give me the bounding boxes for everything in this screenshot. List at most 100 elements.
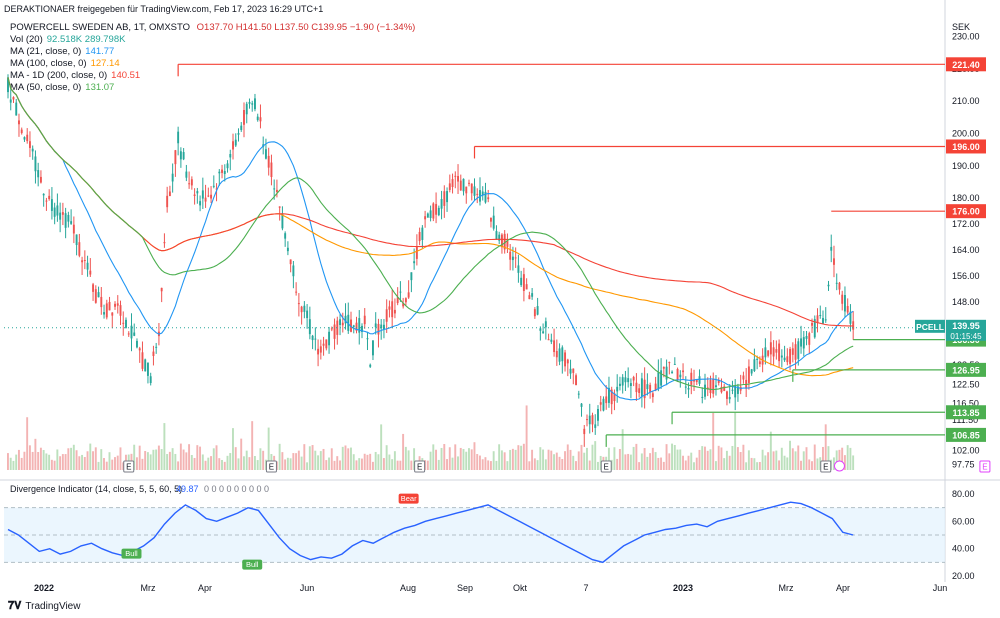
volume-bar bbox=[714, 461, 717, 470]
tradingview-logo-icon[interactable]: 𝟕𝐕 bbox=[8, 600, 22, 612]
candle-body bbox=[498, 234, 501, 241]
legend-ma100-row[interactable]: MA (100, close, 0) 127.14 bbox=[10, 58, 415, 70]
candle-body bbox=[835, 282, 838, 284]
legend-symbol-row[interactable]: POWERCELL SWEDEN AB, 1T, OMXSTO O137.70 … bbox=[10, 22, 415, 34]
candle bbox=[229, 149, 232, 171]
share-header: DERAKTIONAER freigegeben für TradingView… bbox=[4, 4, 324, 14]
candle bbox=[264, 138, 267, 160]
volume-bar bbox=[484, 457, 487, 470]
candle-body bbox=[179, 151, 182, 160]
candle-body bbox=[528, 295, 531, 300]
legend-vol-row[interactable]: Vol (20) 92.518K 289.798K bbox=[10, 34, 415, 46]
volume-bar bbox=[816, 458, 819, 470]
candle-body bbox=[591, 415, 594, 425]
candle-body bbox=[64, 213, 67, 228]
divergence-indicator-pane[interactable]: 20.00 40.00 60.00 80.00 Divergence Indicator… bbox=[0, 482, 1000, 582]
candle-body bbox=[822, 317, 824, 324]
volume-bar bbox=[575, 461, 577, 470]
candle-body bbox=[569, 368, 572, 374]
volume-bar bbox=[506, 461, 509, 470]
time-tick-label: 2023 bbox=[673, 583, 693, 593]
candle-body bbox=[377, 323, 380, 335]
candle bbox=[234, 133, 237, 147]
candle bbox=[822, 310, 824, 324]
candle-body bbox=[649, 384, 652, 393]
candle bbox=[221, 164, 224, 179]
candle bbox=[382, 319, 385, 339]
legend-label: MA (100, close, 0) bbox=[10, 58, 87, 69]
candle bbox=[635, 373, 638, 401]
candle-body bbox=[369, 364, 372, 367]
candle-body bbox=[193, 194, 196, 196]
candle-body bbox=[511, 256, 514, 261]
volume-bar bbox=[517, 445, 520, 470]
candle-body bbox=[846, 306, 849, 313]
legend-ma21-row[interactable]: MA (21, close, 0) 141.77 bbox=[10, 46, 415, 58]
candle-body bbox=[350, 319, 352, 332]
volume-bar bbox=[761, 449, 764, 470]
time-axis[interactable]: 2022 Mrz Apr Jun Aug Sep Okt 7 2023 Mrz Apr Jun bbox=[0, 579, 1000, 597]
volume-bar bbox=[657, 457, 660, 470]
legend-value: 141.77 bbox=[85, 46, 115, 57]
legend-label: MA (50, close, 0) bbox=[10, 82, 82, 93]
candle bbox=[336, 316, 339, 345]
volume-bar bbox=[114, 457, 116, 470]
candle bbox=[306, 304, 309, 329]
candle-body bbox=[399, 291, 402, 293]
candle bbox=[830, 234, 833, 263]
level-price-label: 196.00 bbox=[952, 142, 980, 152]
legend-ma200-row[interactable]: MA - 1D (200, close, 0) 140.51 bbox=[10, 70, 415, 82]
candle bbox=[835, 273, 838, 291]
candle bbox=[566, 358, 569, 377]
candle bbox=[426, 212, 429, 218]
candle bbox=[59, 202, 62, 233]
candle bbox=[813, 315, 816, 339]
candle-body bbox=[393, 309, 396, 314]
candle-body bbox=[204, 197, 207, 202]
volume-bar bbox=[308, 446, 311, 470]
candle-body bbox=[783, 357, 786, 361]
volume-bar bbox=[259, 448, 262, 470]
candle bbox=[155, 342, 158, 354]
candle-body bbox=[446, 191, 449, 203]
legend-ma50-row[interactable]: MA (50, close, 0) 131.07 bbox=[10, 82, 415, 94]
volume-bar bbox=[39, 447, 42, 470]
candle bbox=[111, 312, 114, 329]
candle-body bbox=[830, 246, 833, 251]
candle-body bbox=[130, 325, 133, 339]
candle-body bbox=[454, 175, 457, 177]
volume-bar bbox=[182, 449, 185, 470]
volume-bar bbox=[350, 447, 352, 470]
candle-body bbox=[536, 306, 539, 315]
candle bbox=[605, 385, 608, 410]
volume-bar bbox=[26, 417, 29, 470]
earnings-marker-icon bbox=[979, 460, 991, 473]
candle-body bbox=[426, 213, 429, 218]
candle-body bbox=[199, 201, 202, 206]
level-price-tag bbox=[946, 57, 986, 72]
candle bbox=[64, 207, 67, 239]
candle-body bbox=[196, 191, 199, 194]
candle-body bbox=[462, 178, 465, 192]
candle-body bbox=[256, 116, 259, 121]
price-chart[interactable]: SEK97.75102.00107.25111.50116.50122.5012… bbox=[0, 0, 1000, 482]
volume-bar bbox=[487, 460, 490, 470]
candle bbox=[385, 299, 388, 333]
volume-bar bbox=[262, 450, 265, 470]
volume-bar bbox=[48, 454, 51, 470]
candle-body bbox=[602, 398, 605, 411]
volume-bar bbox=[756, 462, 759, 470]
volume-bar bbox=[706, 450, 709, 470]
candle bbox=[119, 300, 122, 326]
candle bbox=[531, 287, 534, 300]
candle-body bbox=[778, 343, 781, 362]
volume-bar bbox=[764, 455, 767, 470]
candle bbox=[575, 373, 577, 386]
candle-body bbox=[849, 311, 852, 324]
candle-body bbox=[550, 339, 553, 342]
candle bbox=[671, 370, 674, 374]
volume-bar bbox=[835, 450, 838, 470]
candle bbox=[149, 372, 152, 386]
candle-body bbox=[70, 221, 73, 224]
candle-body bbox=[665, 366, 668, 380]
